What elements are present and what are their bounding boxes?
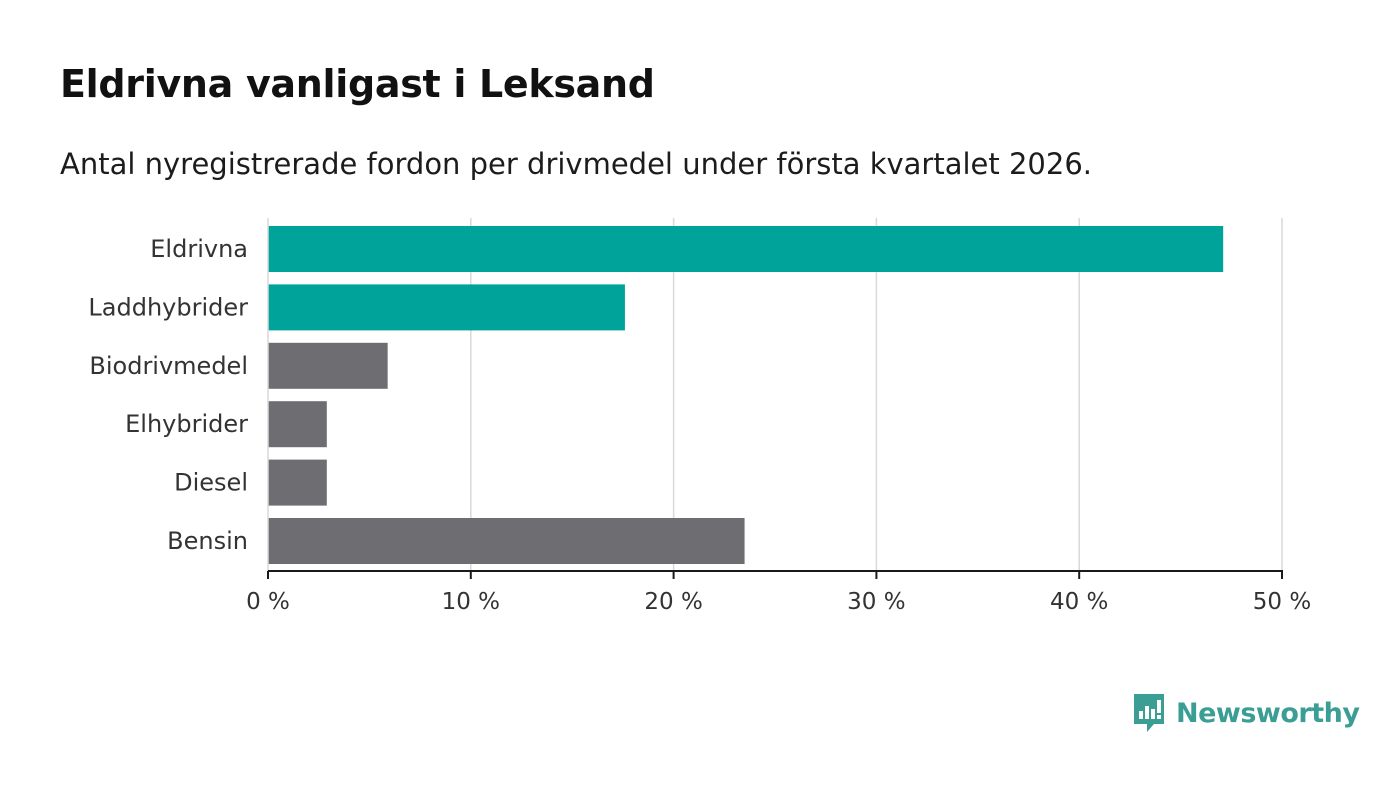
grid-lines	[470, 218, 1283, 571]
bar-bensin	[268, 518, 745, 564]
bar-laddhybrider	[268, 284, 625, 331]
category-labels: Eldrivna Laddhybrider Biodrivmedel Elhybrid…	[88, 235, 248, 555]
bar-biodrivmedel	[268, 342, 388, 389]
x-tick-label: 30 %	[847, 589, 905, 615]
newsworthy-logo: Newsworthy	[1132, 692, 1360, 734]
chart-subtitle: Antal nyregistrerade fordon per drivmede…	[60, 147, 1093, 181]
bars	[268, 226, 1224, 564]
newsworthy-logo-icon	[1134, 694, 1164, 732]
category-label: Elhybrider	[125, 410, 248, 438]
category-label: Biodrivmedel	[89, 352, 248, 380]
category-label: Eldrivna	[150, 235, 248, 263]
brand-name: Newsworthy	[1176, 697, 1360, 729]
category-label: Bensin	[167, 527, 248, 555]
bar-diesel	[268, 459, 327, 506]
bar-elhybrider	[268, 401, 327, 448]
x-tick-label: 40 %	[1050, 589, 1108, 615]
category-label: Laddhybrider	[88, 293, 248, 321]
x-tick-label: 0 %	[246, 589, 290, 615]
x-tick-label: 20 %	[644, 589, 702, 615]
x-tick-label: 50 %	[1253, 589, 1311, 615]
category-label: Diesel	[174, 469, 248, 497]
x-tick-label: 10 %	[442, 589, 500, 615]
bar-eldrivna	[268, 226, 1224, 272]
chart-title: Eldrivna vanligast i Leksand	[60, 62, 655, 106]
x-axis: 0 % 10 % 20 % 30 % 40 % 50 %	[246, 218, 1311, 615]
